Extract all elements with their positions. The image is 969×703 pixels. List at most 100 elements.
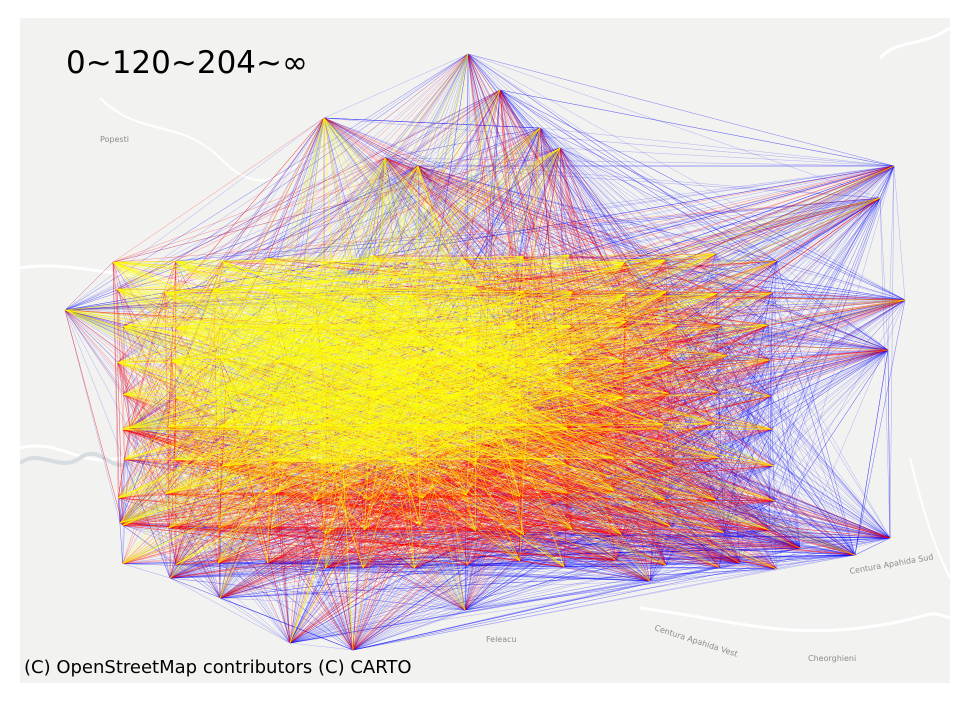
network-edge	[223, 127, 541, 263]
network-edge	[772, 429, 856, 556]
network-edge	[119, 500, 666, 524]
network-edge	[364, 127, 541, 530]
network-edge	[712, 165, 895, 424]
network-edge	[64, 117, 325, 311]
network-edge	[569, 254, 773, 293]
network-edge	[621, 534, 720, 568]
network-edge	[422, 497, 741, 564]
network-edge	[666, 291, 772, 397]
network-edge	[466, 299, 906, 431]
network-edge	[175, 53, 469, 262]
network-edge	[668, 393, 777, 569]
network-edge	[289, 560, 520, 644]
network-edge	[539, 127, 856, 556]
network-edge	[769, 359, 777, 569]
network-edge	[325, 568, 354, 651]
network-edge	[289, 580, 651, 644]
network-edge	[218, 562, 651, 582]
network-edge	[664, 457, 719, 501]
network-edge	[718, 457, 856, 556]
network-edge	[773, 465, 891, 539]
network-edge	[352, 457, 719, 651]
network-edge	[499, 89, 570, 255]
network-edge	[289, 500, 316, 644]
network-edge	[164, 493, 177, 565]
network-edge	[669, 396, 772, 527]
network-edge	[267, 258, 906, 301]
network-edge	[323, 117, 541, 129]
network-edge	[218, 547, 801, 564]
network-edge	[119, 459, 125, 524]
network-edge	[119, 157, 386, 524]
network-edge	[118, 497, 466, 611]
network-edge	[499, 89, 573, 293]
network-edge	[384, 89, 501, 159]
network-edge	[417, 165, 669, 394]
network-edge	[559, 147, 725, 533]
network-edge	[772, 260, 777, 430]
network-edge	[539, 127, 667, 566]
network-edge	[718, 299, 906, 393]
network-edge	[475, 429, 773, 531]
network-edge	[770, 197, 881, 397]
network-edge	[664, 349, 889, 501]
network-edge	[219, 597, 354, 651]
network-edge	[464, 359, 771, 611]
network-edge	[879, 165, 895, 199]
network-edge	[64, 309, 175, 461]
network-edge	[726, 355, 891, 539]
network-edge	[175, 117, 325, 329]
network-edge	[767, 325, 770, 530]
network-edge	[564, 529, 770, 567]
network-edge	[352, 568, 415, 651]
network-edge	[649, 197, 881, 582]
network-edge	[116, 289, 131, 429]
network-edge	[352, 422, 714, 651]
network-edge	[718, 529, 770, 568]
network-edge	[417, 165, 777, 262]
network-edge	[352, 565, 469, 651]
network-edge	[649, 299, 906, 582]
network-edge	[769, 197, 881, 361]
network-edge	[649, 362, 673, 582]
map-canvas[interactable]: Popesti Feleacu Cheorghieni Centura Apah…	[20, 18, 950, 683]
network-edge	[664, 299, 906, 501]
network-edge	[559, 147, 906, 301]
network-edge	[413, 464, 651, 582]
network-edge	[715, 253, 889, 351]
network-edge	[325, 534, 622, 569]
network-edge	[772, 197, 881, 466]
network-edge	[422, 497, 770, 531]
network-edge	[499, 89, 667, 292]
network-edge	[772, 292, 856, 556]
network-edge	[219, 597, 354, 651]
network-edge	[739, 562, 777, 570]
network-edge	[384, 157, 777, 262]
network-edge	[475, 530, 720, 568]
network-edge	[124, 459, 171, 579]
network-edge	[774, 500, 891, 539]
network-edge	[499, 89, 777, 262]
place-label: Cheorghieni	[808, 654, 856, 663]
network-edge	[384, 157, 666, 260]
network-edge	[289, 609, 466, 644]
network-edge	[119, 522, 616, 561]
network-edge	[124, 427, 131, 460]
network-edge	[272, 493, 466, 611]
network-edge	[854, 537, 891, 556]
network-edge	[323, 117, 889, 351]
network-edge	[769, 260, 777, 360]
network-edge	[726, 349, 889, 357]
network-edge	[539, 127, 895, 167]
network-edge	[267, 147, 561, 259]
network-edge	[649, 423, 714, 582]
network-edge	[323, 53, 469, 262]
network-edge	[889, 165, 895, 539]
network-edge	[539, 127, 906, 301]
network-edge	[352, 493, 568, 651]
network-edge	[267, 562, 326, 569]
network-edge	[467, 53, 741, 564]
network-edge	[569, 165, 895, 255]
network-edge	[670, 525, 856, 556]
network-edge	[475, 530, 777, 570]
